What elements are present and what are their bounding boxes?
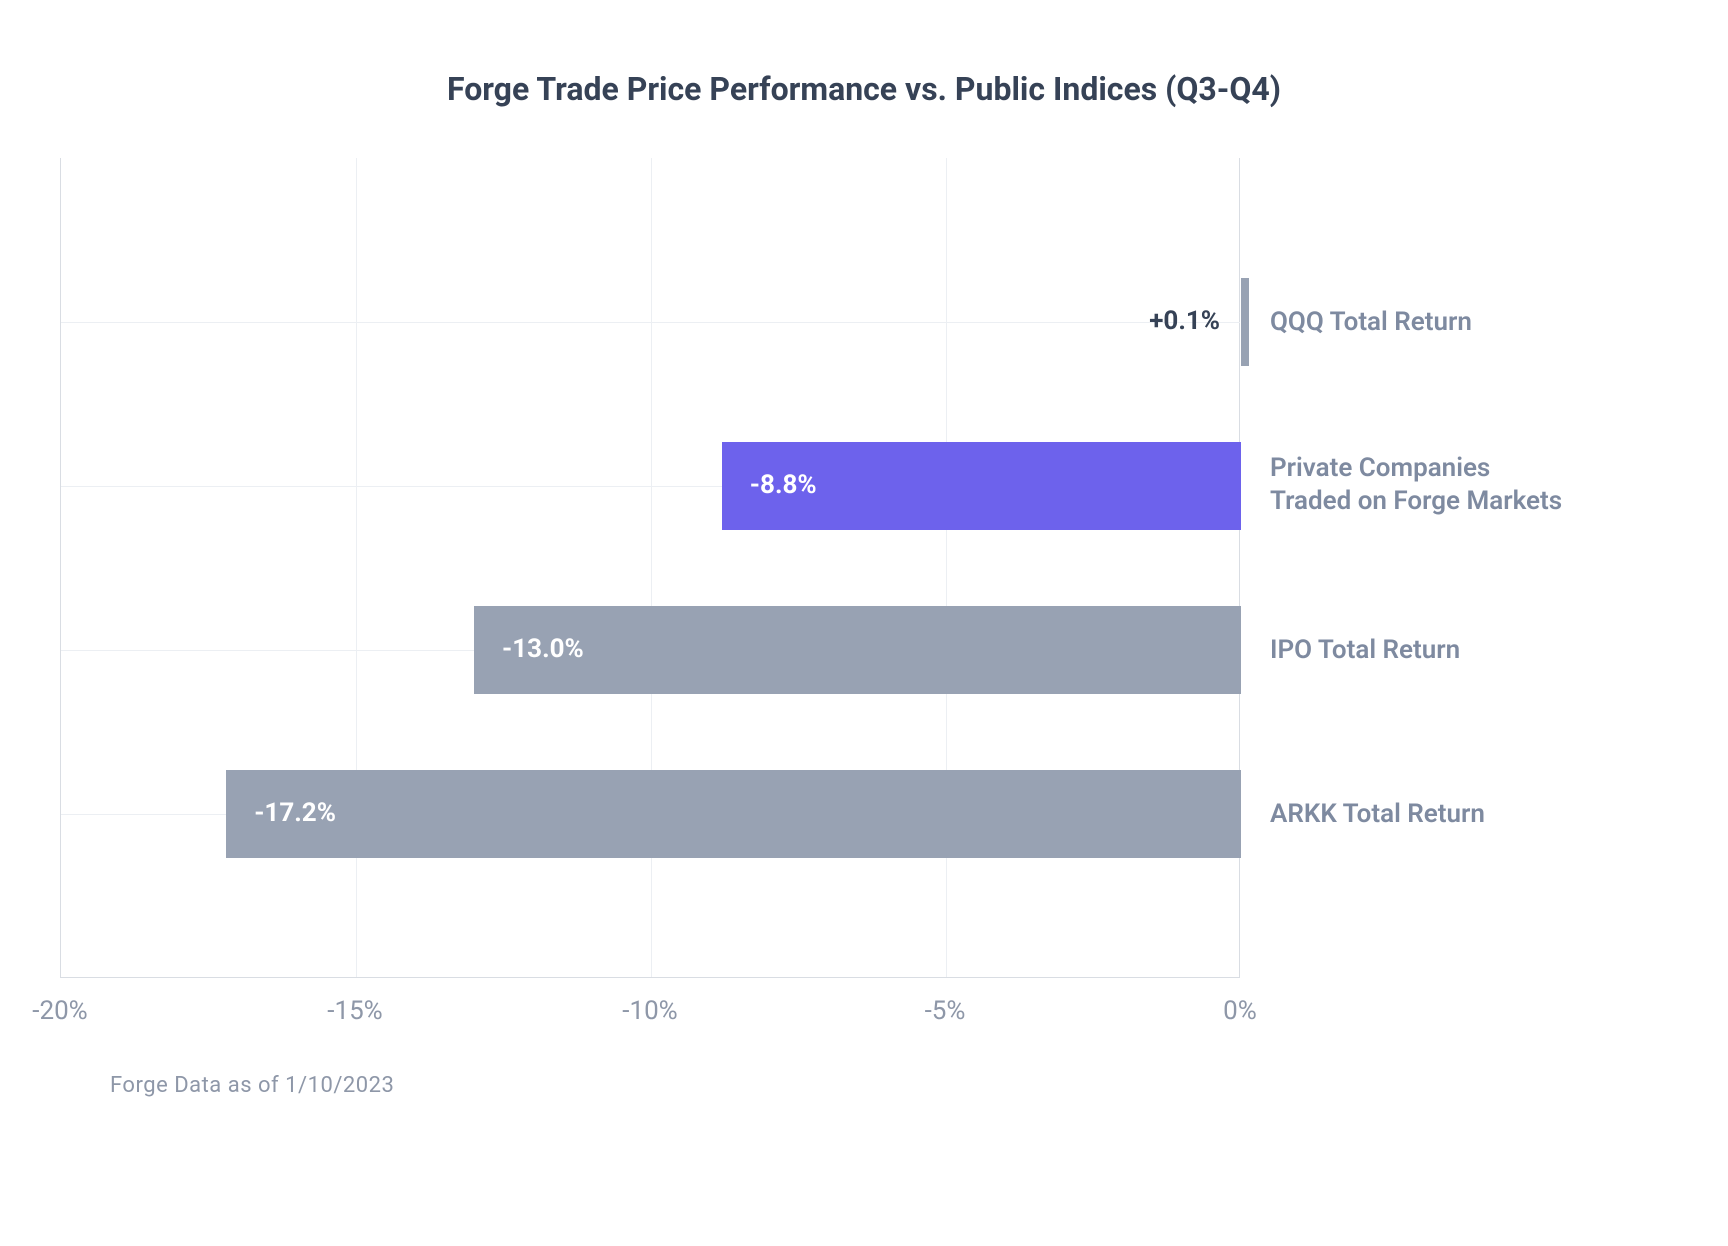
bar-value-label: -8.8%	[750, 470, 817, 500]
chart-title: Forge Trade Price Performance vs. Public…	[60, 70, 1668, 108]
x-tick-label: -5%	[925, 996, 966, 1026]
y-axis-labels: QQQ Total Return Private CompaniesTraded …	[1240, 158, 1660, 978]
bar	[226, 770, 1241, 858]
x-tick-label: -15%	[327, 996, 382, 1026]
plot-area: +0.1% -8.8% -13.0% -17.2%	[60, 158, 1240, 978]
x-tick-label: -20%	[32, 996, 87, 1026]
bar-value-label: -13.0%	[502, 634, 584, 664]
x-tick-label: -10%	[622, 996, 677, 1026]
y-axis-label: ARKK Total Return	[1270, 798, 1485, 831]
bar-value-label: -17.2%	[254, 798, 336, 828]
bar	[474, 606, 1241, 694]
chart-container: Forge Trade Price Performance vs. Public…	[0, 0, 1728, 1246]
chart-footnote: Forge Data as of 1/10/2023	[110, 1073, 1668, 1098]
row-midline	[61, 322, 1240, 323]
y-axis-label: IPO Total Return	[1270, 634, 1460, 667]
bar-value-label: +0.1%	[1149, 306, 1220, 336]
x-axis-labels: -20%-15%-10%-5%0%	[60, 978, 1240, 1028]
y-axis-label: Private CompaniesTraded on Forge Markets	[1270, 452, 1562, 517]
x-tick-label: 0%	[1223, 996, 1257, 1026]
chart-area: +0.1% -8.8% -13.0% -17.2% QQQ Total Return P…	[60, 158, 1668, 978]
y-axis-label: QQQ Total Return	[1270, 306, 1472, 339]
